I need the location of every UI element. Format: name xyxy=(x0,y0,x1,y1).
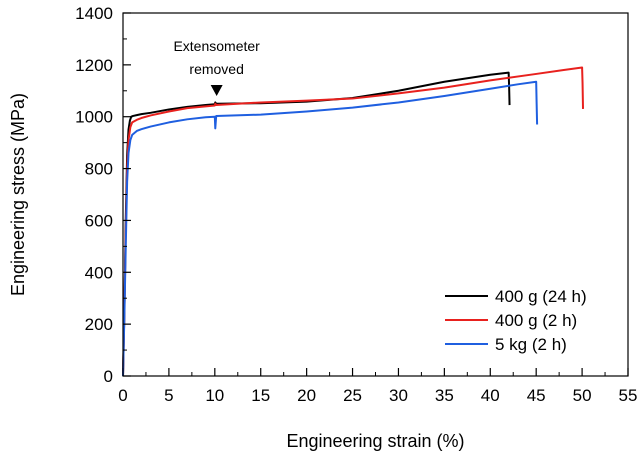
legend-label-400g-2h: 400 g (2 h) xyxy=(495,311,577,330)
series-line-2 xyxy=(122,80,539,377)
x-tick-label: 35 xyxy=(435,386,454,405)
y-tick-label: 1200 xyxy=(75,56,113,75)
y-tick-label: 1400 xyxy=(75,4,113,23)
x-tick-label: 15 xyxy=(251,386,270,405)
annotation-extensometer-removed: Extensometer removed xyxy=(173,38,260,96)
x-tick-label: 5 xyxy=(164,386,173,405)
x-tick-label: 10 xyxy=(205,386,224,405)
y-axis-label: Engineering stress (MPa) xyxy=(8,93,28,296)
legend: 400 g (24 h) 400 g (2 h) 5 kg (2 h) xyxy=(445,287,587,354)
x-tick-label: 20 xyxy=(297,386,316,405)
tick-layer xyxy=(122,12,629,377)
y-tick-label: 1000 xyxy=(75,108,113,127)
annotation-text-line-1: Extensometer xyxy=(173,38,260,54)
legend-label-400g-24h: 400 g (24 h) xyxy=(495,287,587,306)
x-tick-label: 50 xyxy=(573,386,592,405)
x-tick-label: 45 xyxy=(527,386,546,405)
x-tick-label: 25 xyxy=(343,386,362,405)
x-tick-label: 40 xyxy=(481,386,500,405)
x-tick-label: 55 xyxy=(619,386,638,405)
y-tick-label: 0 xyxy=(104,367,113,386)
y-tick-label: 800 xyxy=(85,160,113,179)
legend-label-5kg-2h: 5 kg (2 h) xyxy=(495,335,567,354)
x-tick-label: 30 xyxy=(389,386,408,405)
x-tick-label: 0 xyxy=(118,386,127,405)
annotation-text-line-2: removed xyxy=(189,61,243,77)
y-tick-label: 200 xyxy=(85,315,113,334)
x-axis-label: Engineering strain (%) xyxy=(286,431,464,451)
tick-label-layer: 0 5 10 15 20 25 30 35 40 45 50 55 0 200 400 600 800 1000 1… xyxy=(75,4,637,405)
y-tick-label: 400 xyxy=(85,263,113,282)
series-line-1 xyxy=(122,66,585,377)
series-layer xyxy=(122,66,585,377)
annotation-arrow-icon xyxy=(210,84,223,96)
y-tick-label: 600 xyxy=(85,211,113,230)
series-line-0 xyxy=(122,71,511,377)
